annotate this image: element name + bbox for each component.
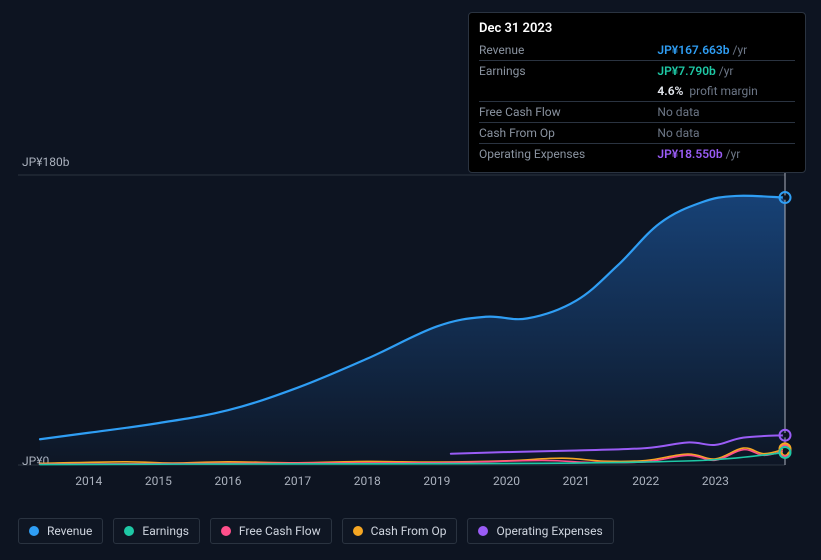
y-axis-label-top: JP¥180b — [22, 155, 70, 169]
tooltip-table: RevenueJP¥167.663b/yrEarningsJP¥7.790b/y… — [479, 40, 795, 164]
tooltip-row-label: Operating Expenses — [479, 144, 657, 165]
x-tick-label: 2021 — [563, 474, 590, 488]
tooltip-row: Free Cash FlowNo data — [479, 102, 795, 123]
tooltip-row-value: JP¥167.663b/yr — [657, 40, 795, 61]
legend-item-fcf[interactable]: Free Cash Flow — [210, 518, 332, 544]
x-tick-label: 2019 — [423, 474, 450, 488]
tooltip-title: Dec 31 2023 — [479, 21, 795, 36]
chart-legend: Revenue Earnings Free Cash Flow Cash From O… — [18, 518, 614, 544]
legend-item-opex[interactable]: Operating Expenses — [467, 518, 613, 544]
legend-dot-icon — [478, 526, 488, 536]
x-tick-label: 2017 — [284, 474, 311, 488]
x-tick-label: 2016 — [214, 474, 241, 488]
tooltip-row-value: JP¥18.550b/yr — [657, 144, 795, 165]
tooltip-margin-label: profit margin — [689, 84, 757, 98]
tooltip-row-value: No data — [657, 123, 795, 144]
legend-dot-icon — [124, 526, 134, 536]
legend-item-revenue[interactable]: Revenue — [18, 518, 103, 544]
tooltip-row: Cash From OpNo data — [479, 123, 795, 144]
tooltip-margin-value: 4.6% — [657, 84, 683, 98]
legend-item-label: Revenue — [47, 524, 92, 538]
tooltip-row-value: JP¥7.790b/yr — [657, 61, 795, 82]
x-tick-label: 2015 — [145, 474, 172, 488]
chart-tooltip: Dec 31 2023 RevenueJP¥167.663b/yrEarnings… — [468, 12, 806, 173]
tooltip-row-label: Free Cash Flow — [479, 102, 657, 123]
tooltip-row-label: Revenue — [479, 40, 657, 61]
x-tick-label: 2020 — [493, 474, 520, 488]
tooltip-row-label: Cash From Op — [479, 123, 657, 144]
tooltip-row: 4.6% profit margin — [479, 81, 795, 102]
legend-item-cashop[interactable]: Cash From Op — [342, 518, 458, 544]
legend-item-label: Operating Expenses — [496, 524, 602, 538]
tooltip-row: EarningsJP¥7.790b/yr — [479, 61, 795, 82]
x-tick-label: 2023 — [702, 474, 729, 488]
tooltip-row-label: Earnings — [479, 61, 657, 82]
legend-dot-icon — [221, 526, 231, 536]
legend-dot-icon — [353, 526, 363, 536]
legend-item-label: Free Cash Flow — [239, 524, 321, 538]
legend-item-label: Cash From Op — [371, 524, 447, 538]
x-tick-label: 2014 — [75, 474, 102, 488]
x-tick-label: 2022 — [632, 474, 659, 488]
legend-item-earnings[interactable]: Earnings — [113, 518, 200, 544]
legend-item-label: Earnings — [142, 524, 189, 538]
x-tick-label: 2018 — [354, 474, 381, 488]
legend-dot-icon — [29, 526, 39, 536]
tooltip-row: RevenueJP¥167.663b/yr — [479, 40, 795, 61]
tooltip-row-value: No data — [657, 102, 795, 123]
tooltip-row: Operating ExpensesJP¥18.550b/yr — [479, 144, 795, 165]
